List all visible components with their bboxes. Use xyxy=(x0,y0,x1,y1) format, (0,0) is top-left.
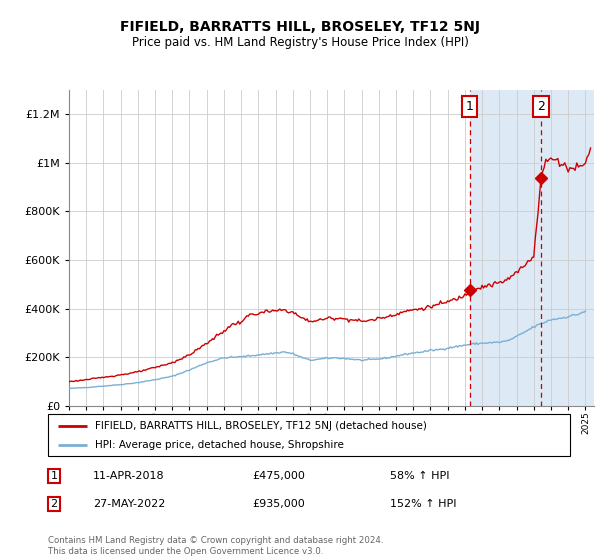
Text: 152% ↑ HPI: 152% ↑ HPI xyxy=(390,499,457,509)
Text: £935,000: £935,000 xyxy=(252,499,305,509)
Text: 2: 2 xyxy=(537,100,545,113)
Text: Contains HM Land Registry data © Crown copyright and database right 2024.
This d: Contains HM Land Registry data © Crown c… xyxy=(48,536,383,556)
Text: HPI: Average price, detached house, Shropshire: HPI: Average price, detached house, Shro… xyxy=(95,440,344,450)
Text: 11-APR-2018: 11-APR-2018 xyxy=(93,471,164,481)
Text: 1: 1 xyxy=(466,100,473,113)
Text: 27-MAY-2022: 27-MAY-2022 xyxy=(93,499,166,509)
Bar xyxy=(470,90,600,406)
Text: 58% ↑ HPI: 58% ↑ HPI xyxy=(390,471,449,481)
Text: FIFIELD, BARRATTS HILL, BROSELEY, TF12 5NJ (detached house): FIFIELD, BARRATTS HILL, BROSELEY, TF12 5… xyxy=(95,421,427,431)
Text: 1: 1 xyxy=(50,471,58,481)
Text: Price paid vs. HM Land Registry's House Price Index (HPI): Price paid vs. HM Land Registry's House … xyxy=(131,36,469,49)
Text: £475,000: £475,000 xyxy=(252,471,305,481)
Text: 2: 2 xyxy=(50,499,58,509)
Text: FIFIELD, BARRATTS HILL, BROSELEY, TF12 5NJ: FIFIELD, BARRATTS HILL, BROSELEY, TF12 5… xyxy=(120,20,480,34)
